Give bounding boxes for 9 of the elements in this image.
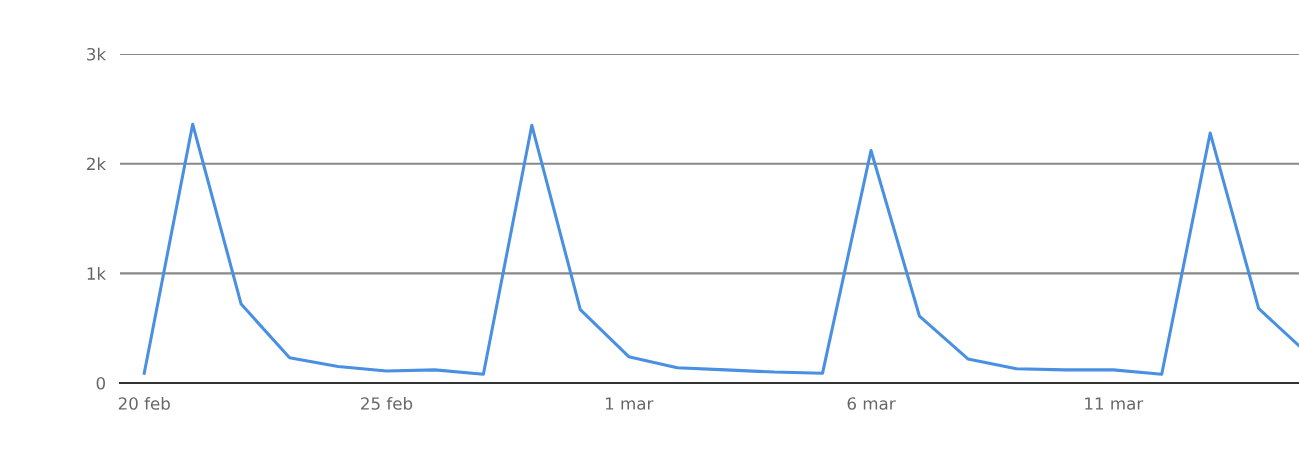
x-tick-label: 1 mar bbox=[605, 397, 654, 410]
x-tick-label: 20 feb bbox=[118, 396, 170, 410]
y-tick-label: 2k bbox=[87, 157, 107, 171]
y-tick-label: 1k bbox=[87, 267, 107, 280]
y-tick-label: 0 bbox=[96, 377, 105, 390]
x-tick-label: 6 mar bbox=[847, 397, 896, 410]
y-tick-label: 3k bbox=[87, 47, 107, 61]
x-tick-label: 11 mar bbox=[1085, 397, 1144, 410]
x-tick-label: 25 feb bbox=[361, 396, 413, 410]
